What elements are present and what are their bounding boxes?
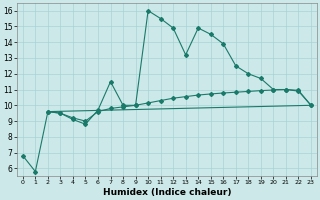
X-axis label: Humidex (Indice chaleur): Humidex (Indice chaleur) (103, 188, 231, 197)
